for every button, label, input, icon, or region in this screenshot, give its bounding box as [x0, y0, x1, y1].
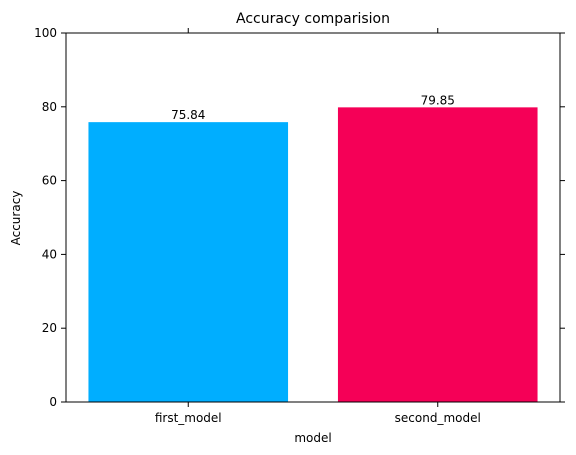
- x-axis-ticks: first_model second_model: [155, 28, 481, 425]
- x-tick-label: first_model: [155, 411, 222, 425]
- y-axis-label: Accuracy: [9, 191, 23, 246]
- bars-group: [88, 107, 538, 403]
- bar-first_model: [88, 122, 289, 403]
- bar-second_model: [337, 107, 538, 402]
- y-tick-label: 60: [42, 174, 57, 188]
- y-tick-label: 20: [42, 321, 57, 335]
- plot-frame: [65, 32, 561, 403]
- y-tick-label: 40: [42, 247, 57, 261]
- data-label-first_model: 75.84: [171, 108, 205, 122]
- data-labels-group: 75.84 79.85: [171, 93, 455, 122]
- x-axis-label: model: [294, 431, 331, 445]
- y-axis-ticks: 0 20 40 60 80 100: [34, 26, 565, 409]
- y-tick-label: 80: [42, 100, 57, 114]
- chart-title: Accuracy comparision: [236, 11, 390, 27]
- y-tick-label: 0: [49, 395, 57, 409]
- y-tick-label: 100: [34, 26, 57, 40]
- x-tick-label: second_model: [395, 411, 481, 425]
- data-label-second_model: 79.85: [421, 93, 455, 107]
